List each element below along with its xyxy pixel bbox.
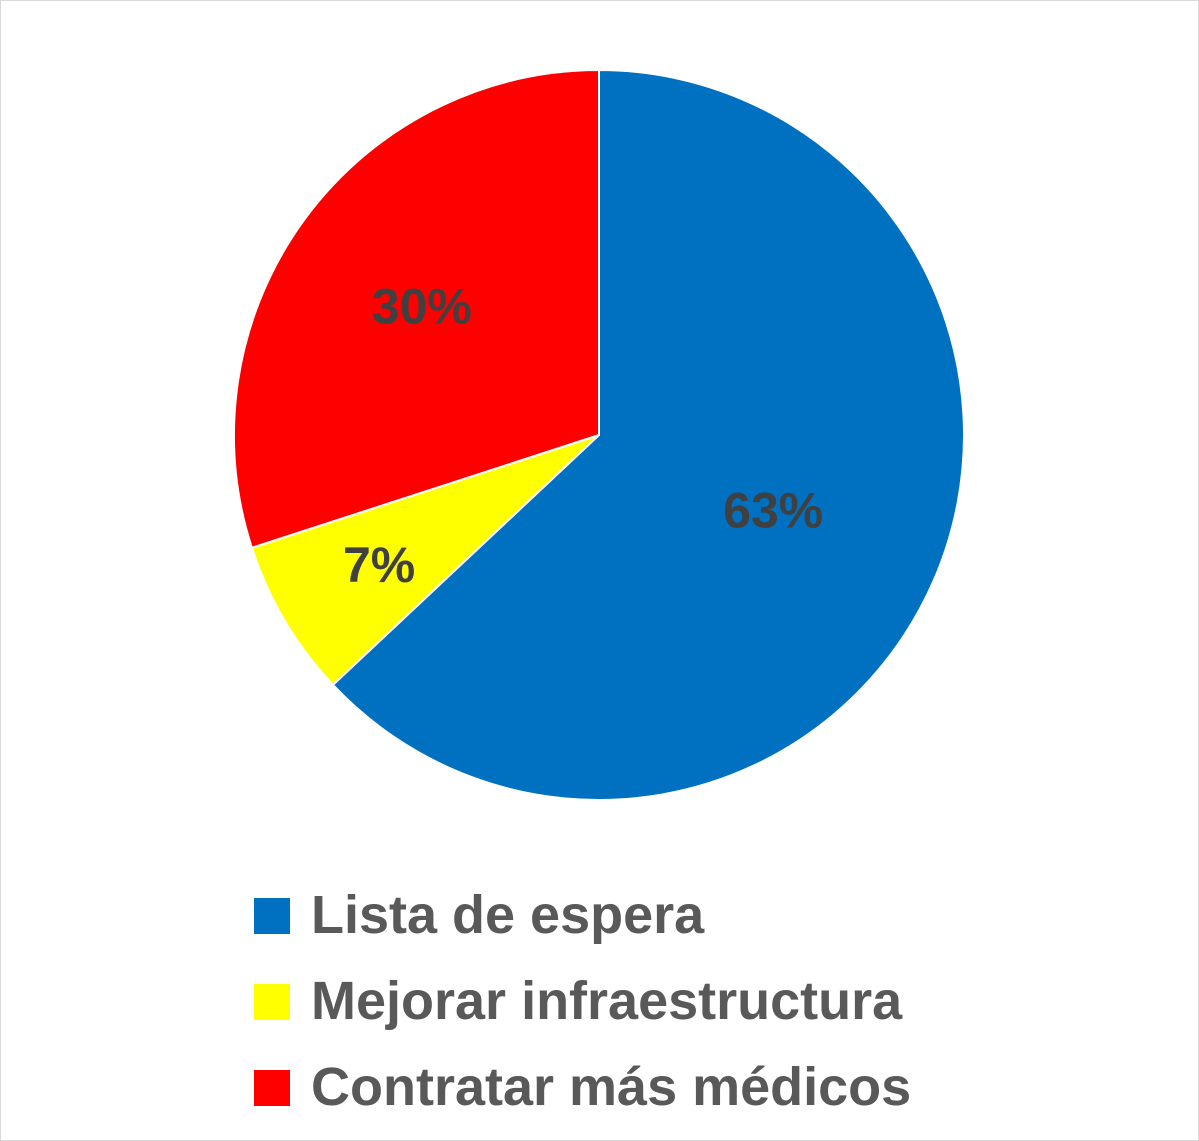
data-label-lista-de-espera: 63% bbox=[723, 482, 823, 538]
data-label-mejorar-infraestructura: 7% bbox=[343, 537, 415, 593]
legend-label-lista-de-espera: Lista de espera bbox=[311, 885, 705, 945]
legend-label-contratar-mas-medicos: Contratar más médicos bbox=[311, 1057, 912, 1117]
pie-slice-contratar-mas-medicos bbox=[233, 68, 600, 550]
legend-swatch-lista-de-espera bbox=[254, 898, 290, 934]
legend-swatch-contratar-mas-medicos bbox=[254, 1070, 290, 1106]
data-label-contratar-mas-medicos: 30% bbox=[372, 278, 472, 334]
legend-label-mejorar-infraestructura: Mejorar infraestructura bbox=[311, 971, 903, 1031]
legend-swatch-mejorar-infraestructura bbox=[254, 984, 290, 1020]
pie-slice-lista-de-espera bbox=[331, 68, 965, 801]
pie-slice-mejorar-infraestructura bbox=[250, 434, 600, 687]
